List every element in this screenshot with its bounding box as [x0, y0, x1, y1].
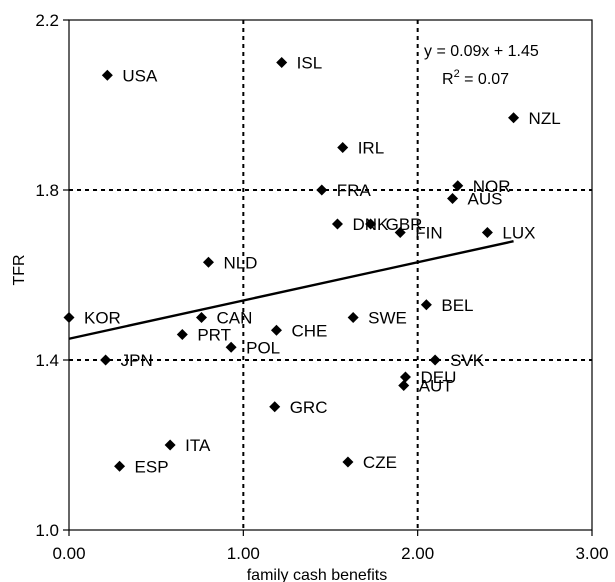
point-nld	[202, 256, 214, 268]
point-svk	[429, 354, 441, 366]
point-label-aut: AUT	[419, 377, 453, 396]
point-nor	[452, 180, 464, 192]
point-label-grc: GRC	[290, 398, 328, 417]
trendline	[68, 240, 514, 340]
r-squared-label: R2 = 0.07	[442, 68, 509, 88]
point-can	[195, 312, 207, 323]
point-label-ita: ITA	[185, 436, 211, 455]
point-label-kor: KOR	[84, 309, 121, 328]
y-tick-label-2: 1.8	[35, 181, 59, 200]
x-tick-label-1: 1.00	[227, 544, 260, 563]
point-label-nld: NLD	[223, 253, 257, 272]
point-fin	[394, 227, 406, 238]
point-nzl	[508, 112, 520, 124]
point-kor	[63, 312, 75, 323]
point-prt	[176, 329, 188, 340]
point-gbr	[365, 218, 377, 230]
point-label-che: CHE	[291, 321, 327, 340]
point-label-pol: POL	[246, 338, 280, 357]
point-jpn	[100, 354, 112, 366]
point-dnk	[331, 218, 343, 230]
point-esp	[114, 460, 126, 472]
point-cze	[342, 456, 354, 468]
point-isl	[276, 57, 288, 68]
y-axis: 1.0 1.4 1.8 2.2	[35, 11, 69, 540]
point-label-deu: DEU	[420, 368, 456, 387]
point-deu	[399, 371, 411, 383]
r-squared-letter: R	[442, 71, 454, 88]
point-bel	[420, 299, 432, 311]
point-label-isl: ISL	[297, 54, 323, 73]
point-irl	[337, 142, 349, 153]
grid-lines	[69, 20, 592, 530]
x-axis: 0.00 1.00 2.00 3.00	[52, 530, 609, 563]
point-aus	[447, 193, 459, 204]
r-squared-superscript: 2	[454, 68, 460, 80]
point-label-fin: FIN	[415, 224, 442, 243]
y-tick-label-0: 1.0	[35, 521, 59, 540]
point-usa	[101, 69, 113, 81]
x-axis-title: family cash benefits	[247, 567, 388, 582]
trendline-equation: y = 0.09x + 1.45	[424, 43, 539, 60]
point-swe	[347, 312, 359, 323]
point-label-aus: AUS	[468, 190, 503, 209]
point-label-esp: ESP	[135, 457, 169, 476]
point-label-nzl: NZL	[529, 109, 561, 128]
point-label-lux: LUX	[502, 224, 535, 243]
point-label-irl: IRL	[358, 139, 384, 158]
y-tick-label-1: 1.4	[35, 351, 59, 370]
point-label-dnk: DNK	[352, 215, 389, 234]
x-tick-label-0: 0.00	[52, 544, 85, 563]
point-label-gbr: GBR	[386, 215, 423, 234]
point-label-prt: PRT	[197, 326, 231, 345]
point-label-can: CAN	[216, 309, 252, 328]
data-points	[63, 57, 520, 472]
point-fra	[316, 184, 328, 196]
point-label-usa: USA	[122, 66, 158, 85]
point-label-jpn: JPN	[121, 351, 153, 370]
point-grc	[269, 401, 281, 413]
point-ita	[164, 439, 176, 451]
point-label-svk: SVK	[450, 351, 485, 370]
r-squared-value: = 0.07	[460, 71, 509, 88]
point-label-fra: FRA	[337, 181, 372, 200]
point-pol	[225, 341, 237, 353]
point-label-nor: NOR	[473, 177, 511, 196]
y-tick-label-3: 2.2	[35, 11, 59, 30]
point-aut	[398, 380, 410, 391]
point-lux	[481, 227, 493, 238]
plot-frame	[68, 19, 593, 531]
point-label-cze: CZE	[363, 453, 397, 472]
x-tick-label-3: 3.00	[575, 544, 608, 563]
point-label-swe: SWE	[368, 309, 407, 328]
point-che	[270, 324, 282, 336]
point-label-bel: BEL	[441, 296, 473, 315]
y-axis-title: TFR	[11, 254, 28, 285]
x-tick-label-2: 2.00	[401, 544, 434, 563]
